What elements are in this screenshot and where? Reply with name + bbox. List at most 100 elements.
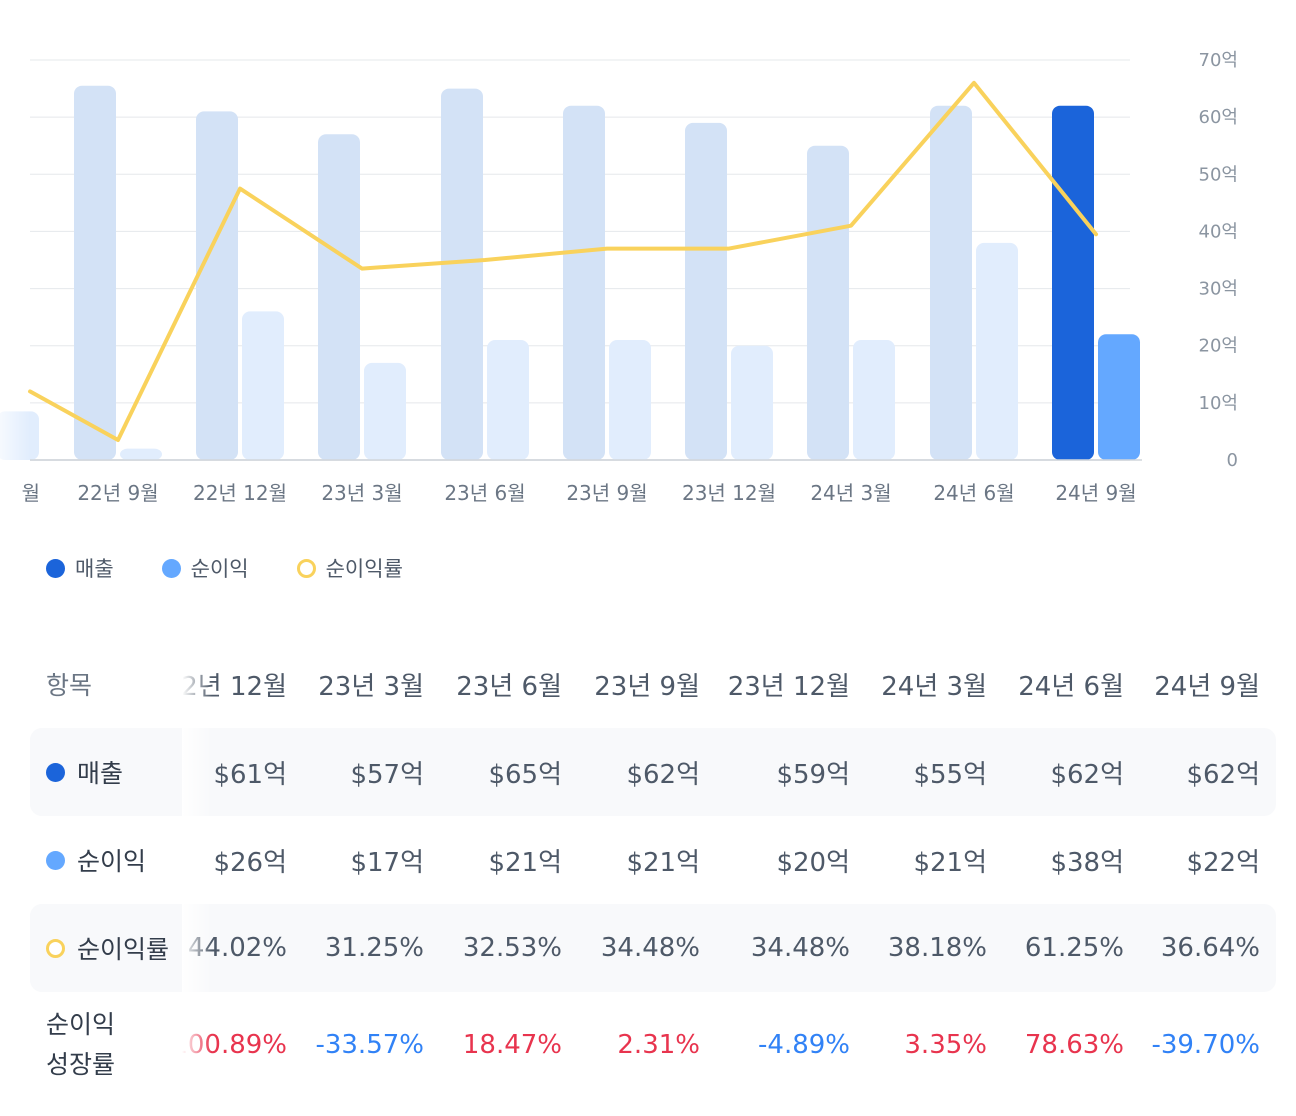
- row-label: 매출: [46, 728, 123, 816]
- net-profit-bar: [609, 340, 651, 460]
- net-profit-bar: [731, 345, 773, 460]
- column-header: 24년 6월: [1018, 671, 1124, 702]
- table-cell: 2.31%: [617, 1030, 700, 1060]
- table-cell: $62억: [1186, 759, 1260, 790]
- row-label: 순이익 성장률: [46, 992, 115, 1098]
- revenue-dot-icon: [46, 762, 65, 782]
- table-row-net-profit: 순이익 $26억 $17억 $21억 $21억 $20억 $21억 $38억 $…: [30, 816, 1276, 904]
- y-tick-label: 70억: [1199, 50, 1238, 71]
- table-cell: 18.47%: [462, 1030, 562, 1060]
- y-tick-label: 30억: [1199, 279, 1238, 300]
- chart-legend: 매출 순이익 순이익률: [46, 552, 451, 584]
- row-label-line: 성장률: [46, 1050, 116, 1079]
- sticky-column-fade: [182, 640, 212, 1100]
- row-label: 순이익: [46, 816, 146, 904]
- net-profit-bar: [242, 311, 284, 460]
- row-label-text: 순이익률: [77, 935, 170, 964]
- revenue-bar: [318, 134, 360, 461]
- table-cell: 36.64%: [1160, 933, 1260, 963]
- revenue-dot-icon: [46, 558, 65, 578]
- y-tick-label: 0: [1227, 450, 1238, 471]
- table-row-growth: 순이익 성장률 100.89% -33.57% 18.47% 2.31% -4.…: [30, 992, 1276, 1098]
- net-profit-bar: [364, 362, 406, 460]
- table-cell: $21억: [913, 847, 987, 878]
- x-tick-label: 23년 6월: [444, 481, 525, 505]
- y-tick-label: 10억: [1199, 393, 1238, 414]
- net-profit-bar: [1098, 334, 1140, 460]
- table-cell: -33.57%: [315, 1030, 424, 1060]
- x-tick-label: 23년 3월: [321, 481, 402, 505]
- revenue-bar: [930, 105, 972, 460]
- net-profit-bar: [976, 242, 1018, 460]
- table-cell: 78.63%: [1024, 1030, 1124, 1060]
- column-header: 23년 3월: [318, 671, 424, 702]
- table-cell: 34.48%: [600, 933, 700, 963]
- table-cell: $59억: [776, 759, 850, 790]
- table-row-revenue: 매출 $61억 $57억 $65억 $62억 $59억 $55억 $62억 $6…: [30, 728, 1276, 816]
- net-profit-bar: [487, 340, 529, 460]
- table-cell: 3.35%: [904, 1030, 987, 1060]
- legend-item-net-profit[interactable]: 순이익: [161, 553, 249, 583]
- revenue-bar: [441, 88, 483, 461]
- financial-table: 항목 22년 12월 23년 3월 23년 6월 23년 9월 23년 12월 …: [30, 640, 1276, 1100]
- table-cell: $62억: [1050, 759, 1124, 790]
- x-tick-label: 24년 9월: [1055, 481, 1136, 505]
- legend-label: 순이익률: [325, 557, 403, 581]
- row-label-line: 순이익: [46, 1010, 116, 1039]
- revenue-bar: [685, 122, 727, 460]
- revenue-bar: [74, 85, 116, 460]
- scroll-fade: [0, 0, 30, 470]
- x-tick-label: 23년 12월: [682, 481, 776, 505]
- table-cell: 38.18%: [887, 933, 987, 963]
- revenue-bar: [1052, 105, 1094, 460]
- y-tick-label: 60억: [1199, 107, 1238, 128]
- table-cell: $17억: [350, 847, 424, 878]
- x-tick-label: 22년 9월: [77, 481, 158, 505]
- table-cell: 61.25%: [1024, 933, 1124, 963]
- table-cell: $61억: [213, 759, 287, 790]
- x-tick-label: 24년 6월: [933, 481, 1014, 505]
- net-profit-dot-icon: [46, 850, 65, 870]
- table-cell: $62억: [626, 759, 700, 790]
- column-header: 23년 12월: [727, 671, 850, 702]
- column-header: 24년 9월: [1154, 671, 1260, 702]
- x-tick-label: 23년 9월: [566, 481, 647, 505]
- revenue-bar: [196, 111, 238, 460]
- table-cell: 32.53%: [462, 933, 562, 963]
- revenue-bar: [563, 105, 605, 460]
- row-label: 순이익률: [46, 904, 169, 992]
- revenue-bar: [807, 145, 849, 460]
- net-profit-bar: [853, 340, 895, 460]
- x-tick-label: 24년 3월: [810, 481, 891, 505]
- y-tick-label: 20억: [1199, 336, 1238, 357]
- legend-item-net-margin[interactable]: 순이익률: [296, 553, 403, 583]
- x-tick-label: 22년 12월: [193, 481, 287, 505]
- table-cell: $65억: [488, 759, 562, 790]
- net-profit-bar: [120, 448, 162, 460]
- row-label-text: 순이익: [77, 847, 147, 876]
- table-cell: $21억: [626, 847, 700, 878]
- legend-item-revenue[interactable]: 매출: [46, 553, 114, 583]
- table-cell: $20억: [776, 847, 850, 878]
- table-cell: $57억: [350, 759, 424, 790]
- table-cell: 34.48%: [750, 933, 850, 963]
- table-cell: $38억: [1050, 847, 1124, 878]
- header-label: 항목: [46, 671, 93, 700]
- table-cell: -4.89%: [758, 1030, 850, 1060]
- net-profit-dot-icon: [161, 558, 181, 578]
- table-cell: $21억: [488, 847, 562, 878]
- y-tick-label: 40억: [1199, 221, 1238, 242]
- row-label-text: 매출: [77, 759, 124, 788]
- x-tick-label: 월: [22, 481, 40, 505]
- table-cell: -39.70%: [1151, 1030, 1260, 1060]
- table-cell: $22억: [1186, 847, 1260, 878]
- net-margin-ring-icon: [296, 558, 316, 578]
- y-tick-label: 50억: [1199, 164, 1238, 185]
- table-cell: $55억: [913, 759, 987, 790]
- table-header-row: 항목 22년 12월 23년 3월 23년 6월 23년 9월 23년 12월 …: [30, 640, 1276, 728]
- net-margin-line: [28, 80, 1098, 442]
- table-row-net-margin: 순이익률 44.02% 31.25% 32.53% 34.48% 34.48% …: [30, 904, 1276, 992]
- column-header: 23년 9월: [594, 671, 700, 702]
- legend-label: 매출: [75, 557, 114, 581]
